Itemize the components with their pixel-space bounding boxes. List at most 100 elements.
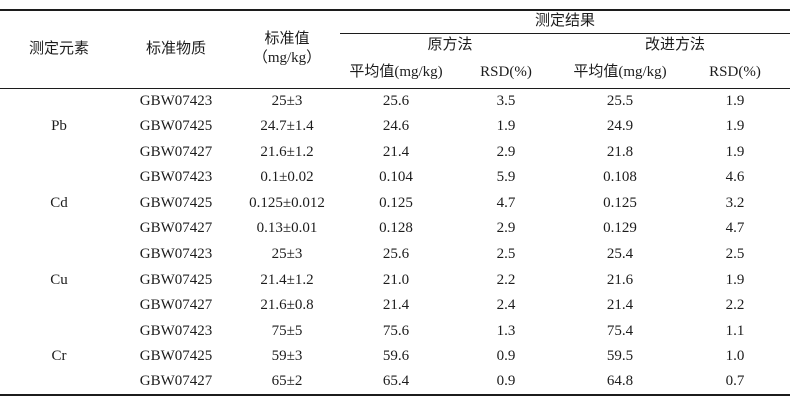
impr-rsd-cell: 1.9 (725, 271, 745, 288)
impr-mean-cell: 25.5 (606, 92, 634, 109)
orig-mean-cell: 25.6 (382, 245, 410, 262)
standard-value-cell: 24.7±1.4 (260, 118, 314, 135)
impr-rsd-cell: 3.2 (725, 194, 745, 211)
material-cell: GBW07423 (139, 322, 213, 339)
material-cell: GBW07427 (139, 143, 213, 160)
element-cell: Cr (51, 347, 67, 364)
orig-mean-cell: 0.104 (379, 169, 413, 186)
standard-value-cell: 0.125±0.012 (249, 194, 325, 211)
orig-rsd-cell: 3.5 (496, 92, 516, 109)
impr-rsd-cell: 0.7 (725, 373, 745, 390)
orig-rsd-cell: 5.9 (496, 169, 516, 186)
header-element: 测定元素 (0, 10, 118, 89)
header-method-original: 原方法 (427, 36, 473, 53)
orig-rsd-cell: 4.7 (496, 194, 516, 211)
impr-rsd-cell: 1.9 (725, 143, 745, 160)
orig-rsd-cell: 2.2 (496, 271, 516, 288)
header-row-groups: 测定元素 标准物质 标准值 （mg/kg） 测定结果 (0, 10, 790, 89)
header-rsd-improved: RSD(%) (680, 57, 790, 89)
impr-mean-cell: 24.9 (606, 118, 634, 135)
orig-mean-cell: 75.6 (382, 322, 410, 339)
table-row: GBW07425 21.4±1.2 21.0 2.2 21.6 1.9 (0, 267, 790, 293)
standard-value-cell: 25±3 (271, 245, 303, 262)
impr-mean-cell: 21.8 (606, 143, 634, 160)
orig-mean-cell: 24.6 (382, 118, 410, 135)
orig-rsd-cell: 0.9 (496, 348, 516, 365)
orig-rsd-cell: 2.9 (496, 143, 516, 160)
standard-value-cell: 21.6±0.8 (260, 297, 314, 314)
element-cell: Pb (51, 118, 67, 135)
table-row: GBW07425 24.7±1.4 24.6 1.9 24.9 1.9 (0, 114, 790, 140)
material-cell: GBW07423 (139, 245, 213, 262)
material-cell: GBW07425 (139, 194, 213, 211)
material-cell: GBW07423 (139, 169, 213, 186)
table-row: GBW07425 59±3 59.6 0.9 59.5 1.0 (0, 344, 790, 370)
header-material: 标准物质 (118, 10, 234, 89)
table-body: Pb GBW07423 25±3 25.6 3.5 25.5 1.9 GBW07… (0, 88, 790, 395)
orig-rsd-cell: 1.9 (496, 118, 516, 135)
impr-rsd-cell: 2.5 (725, 245, 745, 262)
orig-rsd-cell: 1.3 (496, 322, 516, 339)
standard-value-cell: 59±3 (271, 348, 303, 365)
table-row: GBW07427 21.6±0.8 21.4 2.4 21.4 2.2 (0, 293, 790, 319)
table-row: Cr GBW07423 75±5 75.6 1.3 75.4 1.1 (0, 318, 790, 364)
orig-rsd-cell: 2.4 (496, 297, 516, 314)
impr-mean-cell: 0.125 (603, 194, 637, 211)
impr-rsd-cell: 2.2 (725, 297, 745, 314)
table-header: 测定元素 标准物质 标准值 （mg/kg） 测定结果 原方法 改进方法 平均值(… (0, 10, 790, 89)
table-row: GBW07427 0.13±0.01 0.128 2.9 0.129 4.7 (0, 216, 790, 242)
impr-mean-cell: 59.5 (606, 348, 634, 365)
orig-mean-cell: 0.128 (379, 220, 413, 237)
material-cell: GBW07427 (139, 297, 213, 314)
impr-mean-cell: 25.4 (606, 245, 634, 262)
element-cell: Cu (50, 271, 68, 288)
orig-rsd-cell: 0.9 (496, 373, 516, 390)
standard-value-cell: 65±2 (271, 373, 303, 390)
orig-mean-cell: 21.4 (382, 143, 410, 160)
table-row: GBW07427 21.6±1.2 21.4 2.9 21.8 1.9 (0, 139, 790, 165)
standard-value-cell: 21.6±1.2 (260, 143, 314, 160)
header-row-methods: 原方法 改进方法 (0, 33, 790, 57)
standard-value-cell: 21.4±1.2 (260, 271, 314, 288)
header-results-group: 测定结果 (340, 10, 790, 34)
impr-rsd-cell: 1.0 (725, 348, 745, 365)
results-table: 测定元素 标准物质 标准值 （mg/kg） 测定结果 原方法 改进方法 平均值(… (0, 9, 790, 397)
table-row: Pb GBW07423 25±3 25.6 3.5 25.5 1.9 (0, 88, 790, 135)
orig-mean-cell: 25.6 (382, 92, 410, 109)
material-cell: GBW07427 (139, 373, 213, 390)
header-mean-improved: 平均值(mg/kg) (560, 57, 680, 89)
impr-mean-cell: 0.108 (603, 169, 637, 186)
results-table-container: 测定元素 标准物质 标准值 （mg/kg） 测定结果 原方法 改进方法 平均值(… (0, 9, 790, 397)
orig-mean-cell: 21.4 (382, 297, 410, 314)
material-cell: GBW07425 (139, 348, 213, 365)
header-rsd-original: RSD(%) (452, 57, 560, 89)
material-cell: GBW07425 (139, 271, 213, 288)
header-standard-value: 标准值 （mg/kg） (234, 10, 340, 89)
standard-value-cell: 25±3 (271, 92, 303, 109)
orig-mean-cell: 21.0 (382, 271, 410, 288)
header-method-improved: 改进方法 (645, 36, 706, 53)
header-mean-original: 平均值(mg/kg) (340, 57, 452, 89)
element-cell: Cd (50, 194, 68, 211)
orig-mean-cell: 0.125 (379, 194, 413, 211)
impr-mean-cell: 21.4 (606, 297, 634, 314)
standard-value-cell: 0.13±0.01 (256, 220, 318, 237)
orig-rsd-cell: 2.5 (496, 245, 516, 262)
impr-mean-cell: 21.6 (606, 271, 634, 288)
table-row: GBW07427 65±2 65.4 0.9 64.8 0.7 (0, 370, 790, 396)
table-row: Cd GBW07423 0.1±0.02 0.104 5.9 0.108 4.6 (0, 165, 790, 211)
standard-value-cell: 0.1±0.02 (260, 169, 314, 186)
orig-rsd-cell: 2.9 (496, 220, 516, 237)
impr-rsd-cell: 1.9 (725, 92, 745, 109)
standard-value-cell: 75±5 (271, 322, 303, 339)
impr-rsd-cell: 1.1 (725, 322, 745, 339)
header-standard-value-line1: 标准值 (264, 30, 310, 47)
impr-rsd-cell: 1.9 (725, 118, 745, 135)
material-cell: GBW07425 (139, 118, 213, 135)
material-cell: GBW07427 (139, 220, 213, 237)
impr-rsd-cell: 4.7 (725, 220, 745, 237)
material-cell: GBW07423 (139, 92, 213, 109)
impr-mean-cell: 75.4 (606, 322, 634, 339)
table-row: Cu GBW07423 25±3 25.6 2.5 25.4 2.5 (0, 242, 790, 288)
impr-mean-cell: 64.8 (606, 373, 634, 390)
